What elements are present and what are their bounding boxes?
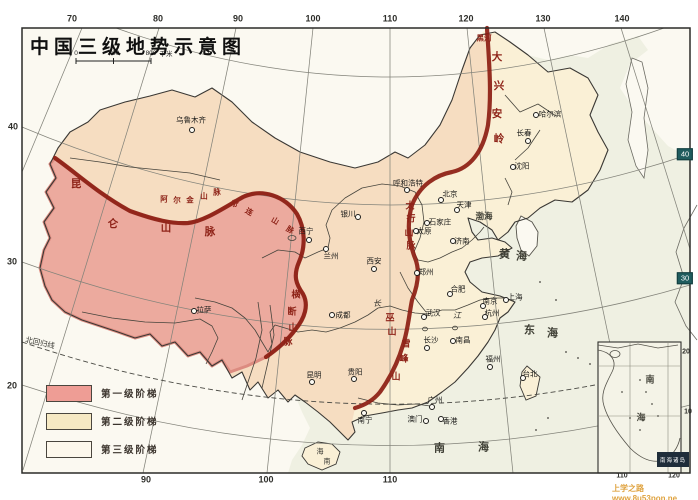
scale-bar [75, 58, 152, 64]
legend-label-step1: 第一级阶梯 [101, 389, 159, 400]
hainan-island [301, 441, 341, 471]
inset-title-box: 南海诸岛 [657, 452, 689, 467]
legend-row-step1: 第一级阶梯 [46, 384, 159, 402]
legend: 第一级阶梯 第二级阶梯 第三级阶梯 [46, 384, 159, 468]
legend-swatch-step2 [46, 412, 92, 430]
china-border-outline [39, 31, 609, 441]
map-title: 中国三级地势示意图 [30, 37, 247, 58]
tropic-of-cancer-line [21, 341, 621, 405]
legend-label-step2: 第二级阶梯 [101, 417, 159, 428]
map-frame-border [21, 27, 691, 474]
foreign-land-region [22, 28, 690, 473]
legend-row-step2: 第二级阶梯 [46, 412, 159, 430]
watermark: 上学之路 www.8u53pon.ne [612, 484, 678, 500]
step-boundary-east-line [352, 25, 493, 411]
legend-swatch-step3 [46, 440, 92, 458]
step-boundary-west-line [52, 155, 308, 360]
legend-row-step3: 第三级阶梯 [46, 440, 159, 458]
korea-peninsula [515, 215, 539, 257]
step3-region [352, 28, 608, 422]
legend-label-step3: 第三级阶梯 [101, 445, 159, 456]
sakhalin-island [625, 57, 649, 180]
legend-swatch-step1 [46, 384, 92, 402]
graticule [21, 27, 691, 474]
taiwan-island [519, 365, 541, 401]
